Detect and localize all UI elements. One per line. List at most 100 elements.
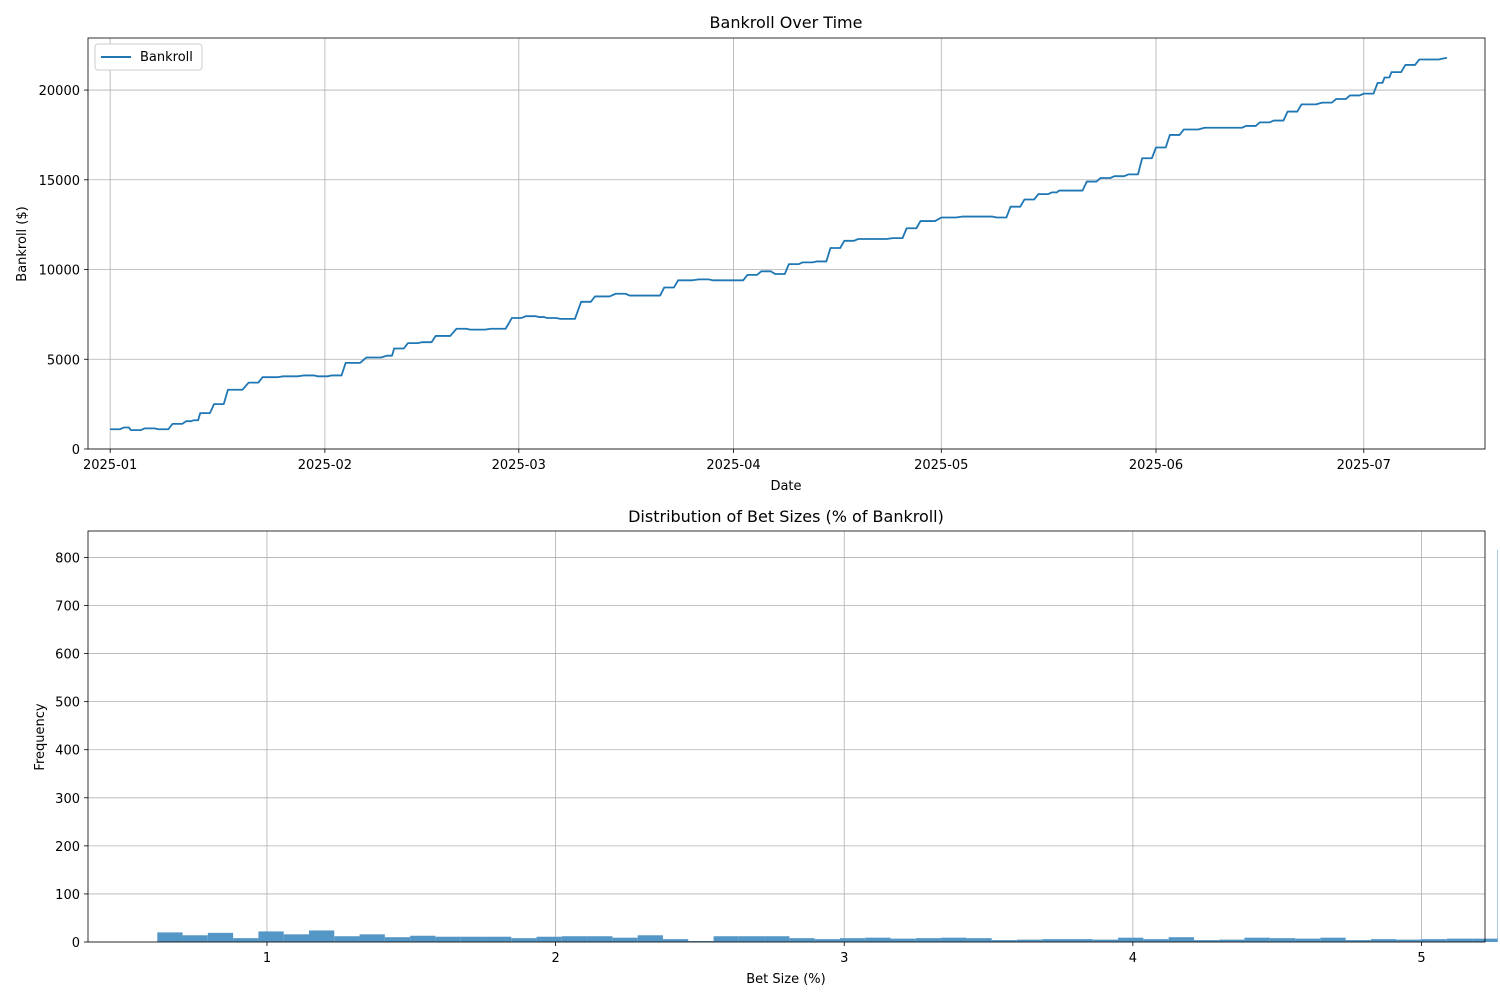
histogram-bar bbox=[1345, 940, 1371, 942]
histogram-bar bbox=[814, 939, 840, 942]
bankroll-chart: Bankroll Over Time 2025-01 2025-02 2025-03… bbox=[15, 13, 1486, 494]
histogram-bar bbox=[1497, 549, 1498, 942]
histogram-bar bbox=[1118, 937, 1144, 942]
bankroll-x-tick-label: 2025-06 bbox=[1129, 458, 1183, 473]
bankroll-x-tick-label: 2025-01 bbox=[83, 458, 137, 473]
histogram-x-tick-label: 2 bbox=[551, 951, 559, 966]
histogram-bar bbox=[612, 937, 638, 942]
histogram-bars bbox=[157, 549, 1498, 942]
histogram-title: Distribution of Bet Sizes (% of Bankroll… bbox=[628, 507, 944, 526]
histogram-y-axis-label: Frequency bbox=[33, 703, 48, 770]
bankroll-x-tick-label: 2025-03 bbox=[492, 458, 546, 473]
histogram-y-tick-label: 0 bbox=[72, 936, 80, 951]
histogram-y-tick-label: 200 bbox=[55, 840, 80, 855]
histogram-bar bbox=[764, 936, 790, 942]
histogram-bar bbox=[460, 936, 486, 942]
bankroll-x-tick-label: 2025-02 bbox=[298, 458, 352, 473]
histogram-bar bbox=[587, 936, 613, 942]
bankroll-y-tick-label: 20000 bbox=[39, 84, 80, 99]
bankroll-plot-frame bbox=[87, 37, 1486, 450]
bankroll-series bbox=[110, 56, 1448, 432]
histogram-bar bbox=[637, 935, 663, 942]
histogram-y-tick-label: 400 bbox=[55, 744, 80, 759]
histogram-bar bbox=[789, 938, 815, 942]
histogram-bar bbox=[233, 938, 259, 942]
bankroll-y-axis-label: Bankroll ($) bbox=[15, 206, 30, 281]
bankroll-y-tick-label: 15000 bbox=[39, 174, 80, 189]
histogram-bar bbox=[258, 931, 284, 942]
histogram-ticks: 1 2 3 4 5 0 100 200 300 400 500 600 700 800 bbox=[55, 551, 1425, 966]
histogram-x-axis-label: Bet Size (%) bbox=[746, 972, 825, 987]
legend-box bbox=[94, 43, 203, 71]
histogram-bar bbox=[359, 934, 385, 942]
histogram-bar bbox=[1446, 938, 1473, 942]
histogram-bar bbox=[1370, 939, 1397, 942]
histogram-bar bbox=[1168, 937, 1194, 942]
histogram-grid bbox=[88, 531, 1485, 943]
bankroll-ticks: 2025-01 2025-02 2025-03 2025-04 2025-05 2025-… bbox=[39, 84, 1391, 473]
histogram-bar bbox=[1067, 939, 1093, 942]
histogram-bar bbox=[1016, 939, 1043, 942]
histogram-bar bbox=[182, 935, 208, 942]
histogram-bar bbox=[966, 938, 992, 942]
histogram-x-tick-label: 4 bbox=[1129, 951, 1137, 966]
histogram-bar bbox=[839, 938, 866, 942]
histogram-bar bbox=[1396, 939, 1422, 942]
bankroll-y-tick-label: 10000 bbox=[39, 264, 80, 279]
histogram-bar bbox=[1143, 939, 1169, 942]
histogram-bar bbox=[308, 930, 335, 942]
bankroll-x-tick-label: 2025-05 bbox=[914, 458, 968, 473]
histogram-bar bbox=[207, 932, 234, 942]
histogram-x-tick-label: 1 bbox=[263, 951, 271, 966]
histogram-x-tick-label: 5 bbox=[1417, 951, 1425, 966]
bankroll-y-tick-label: 5000 bbox=[47, 353, 80, 368]
histogram-x-tick-label: 3 bbox=[840, 951, 848, 966]
histogram-bar bbox=[1193, 940, 1220, 942]
bet-size-histogram: Distribution of Bet Sizes (% of Bankroll… bbox=[33, 507, 1498, 987]
bankroll-grid bbox=[88, 38, 1485, 450]
histogram-bar bbox=[485, 936, 512, 942]
histogram-bar bbox=[384, 937, 411, 942]
histogram-y-tick-label: 800 bbox=[55, 551, 80, 566]
histogram-bar bbox=[157, 932, 183, 942]
histogram-bar bbox=[688, 941, 714, 942]
histogram-bar bbox=[283, 934, 309, 942]
histogram-bar bbox=[662, 939, 689, 942]
bankroll-x-tick-label: 2025-07 bbox=[1337, 458, 1391, 473]
histogram-bar bbox=[941, 937, 967, 942]
bankroll-chart-title: Bankroll Over Time bbox=[710, 13, 863, 32]
bankroll-y-tick-label: 0 bbox=[72, 443, 80, 458]
bankroll-x-tick-label: 2025-04 bbox=[706, 458, 760, 473]
histogram-bar bbox=[915, 938, 942, 942]
histogram-y-tick-label: 700 bbox=[55, 600, 80, 615]
histogram-bar bbox=[1042, 939, 1068, 942]
histogram-bar bbox=[536, 936, 562, 942]
histogram-plot-frame bbox=[87, 530, 1486, 943]
histogram-bar bbox=[1219, 939, 1245, 942]
histogram-y-tick-label: 600 bbox=[55, 648, 80, 663]
histogram-bar bbox=[410, 935, 436, 942]
histogram-bar bbox=[1092, 939, 1119, 942]
legend-label-bankroll: Bankroll bbox=[140, 50, 193, 65]
histogram-bar bbox=[1421, 939, 1447, 942]
histogram-bar bbox=[1269, 938, 1296, 942]
histogram-bar bbox=[713, 936, 739, 942]
histogram-bar bbox=[561, 936, 588, 942]
histogram-y-tick-label: 100 bbox=[55, 888, 80, 903]
histogram-bar bbox=[890, 938, 916, 942]
histogram-y-tick-label: 500 bbox=[55, 696, 80, 711]
histogram-bar bbox=[738, 936, 765, 942]
histogram-bar bbox=[1295, 938, 1321, 942]
histogram-bar bbox=[334, 936, 360, 942]
histogram-bar bbox=[435, 936, 461, 942]
bankroll-legend: Bankroll bbox=[94, 43, 203, 71]
histogram-bar bbox=[865, 937, 891, 942]
histogram-bar bbox=[511, 938, 537, 942]
histogram-bar bbox=[1244, 937, 1270, 942]
histogram-bar bbox=[991, 940, 1017, 942]
bankroll-line bbox=[110, 56, 1448, 432]
histogram-y-tick-label: 300 bbox=[55, 792, 80, 807]
histogram-bar bbox=[1320, 937, 1346, 942]
bankroll-x-axis-label: Date bbox=[770, 479, 801, 494]
